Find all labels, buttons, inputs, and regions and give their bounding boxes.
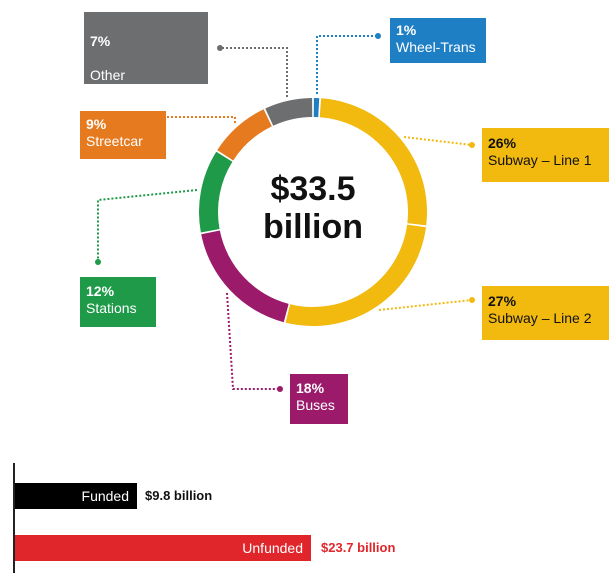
donut-center-unit: billion xyxy=(262,208,364,246)
bar-category-label: Unfunded xyxy=(242,540,303,556)
bar-funded: Funded xyxy=(15,483,137,509)
slice-label-other-infrastructure: 7% Other Infrastructure xyxy=(84,12,208,100)
leader-line-stations xyxy=(97,189,198,262)
donut-slice-other-infrastructure xyxy=(265,98,313,126)
leader-line-streetcar xyxy=(133,116,236,123)
donut-slice-subway-line1 xyxy=(319,98,427,226)
leader-line-buses xyxy=(226,292,280,390)
donut-slice-subway-line2 xyxy=(285,224,426,326)
leader-line-wheel-trans xyxy=(316,35,378,94)
slice-percent: 7% xyxy=(90,33,111,49)
leader-line-subway-line2 xyxy=(378,299,473,311)
donut-slice-buses xyxy=(201,230,289,323)
leader-dot-subway-line2 xyxy=(469,297,475,303)
bar-unfunded: Unfunded xyxy=(15,535,311,561)
bar-value-label-unfunded: $23.7 billion xyxy=(321,540,396,555)
slice-name: Subway – Line 2 xyxy=(488,310,592,326)
leader-dot-other-infrastructure xyxy=(217,45,223,51)
slice-name: Wheel-Trans xyxy=(396,39,476,55)
slice-name: Other Infrastructure xyxy=(90,67,173,100)
slice-percent: 9% xyxy=(86,116,107,132)
slice-label-wheel-trans: 1% Wheel-Trans xyxy=(390,18,486,63)
donut-center-total: $33.5 billion xyxy=(238,170,388,246)
slice-name: Streetcar xyxy=(86,133,143,149)
slice-label-subway-line-2: 27% Subway – Line 2 xyxy=(482,286,609,340)
donut-slice-stations xyxy=(199,151,233,233)
slice-label-subway-line-1: 26% Subway – Line 1 xyxy=(482,128,609,182)
bar-value-label-funded: $9.8 billion xyxy=(145,488,213,503)
slice-percent: 12% xyxy=(86,283,115,299)
leader-line-subway-line1 xyxy=(403,136,473,146)
slice-percent: 26% xyxy=(488,135,517,151)
donut-slice-streetcar xyxy=(217,109,272,161)
bar-axis-line xyxy=(13,463,15,573)
slice-name: Buses xyxy=(296,397,335,413)
bar-category-label: Funded xyxy=(81,488,129,504)
donut-center-value: $33.5 xyxy=(270,170,356,208)
slice-percent: 27% xyxy=(488,293,517,309)
leader-dot-stations xyxy=(95,259,101,265)
slice-percent: 18% xyxy=(296,380,325,396)
leader-dot-wheel-trans xyxy=(375,33,381,39)
slice-label-stations: 12% Stations xyxy=(80,277,156,327)
slice-label-streetcar: 9% Streetcar xyxy=(80,111,166,159)
slice-percent: 1% xyxy=(396,22,417,38)
leader-dot-subway-line1 xyxy=(469,142,475,148)
slice-name: Stations xyxy=(86,300,137,316)
leader-line-other-infrastructure xyxy=(220,47,288,97)
slice-label-buses: 18% Buses xyxy=(290,374,348,424)
leader-dot-buses xyxy=(277,386,283,392)
slice-name: Subway – Line 1 xyxy=(488,152,592,168)
donut-slice-wheel-trans xyxy=(313,98,320,118)
